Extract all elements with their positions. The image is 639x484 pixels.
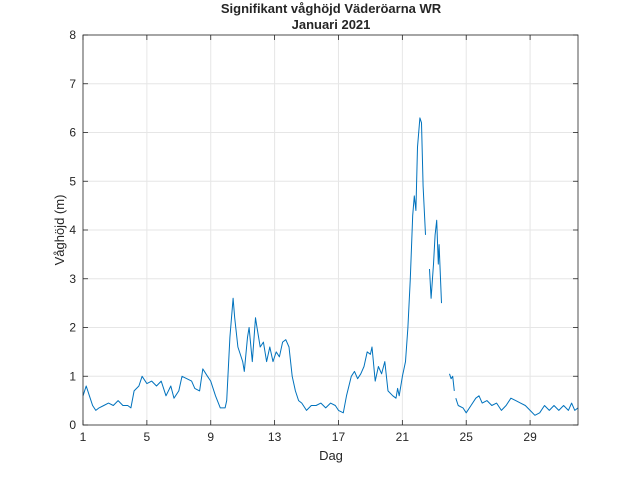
chart-title: Signifikant våghöjd Väderöarna WR [221,1,442,16]
y-axis-label: Våghöjd (m) [52,195,67,266]
y-tick-label: 6 [69,126,76,140]
x-tick-label: 5 [144,430,151,444]
y-tick-label: 5 [69,174,76,188]
y-tick-label: 7 [69,77,76,91]
x-axis-label: Dag [319,448,343,463]
x-tick-label: 13 [268,430,282,444]
x-tick-label: 1 [80,430,87,444]
x-tick-label: 21 [396,430,410,444]
y-tick-label: 1 [69,369,76,383]
x-tick-label: 25 [460,430,474,444]
wave-height-line-segment [429,219,442,304]
y-tick-label: 4 [69,223,76,237]
y-tick-label: 0 [69,418,76,432]
y-tick-label: 8 [69,28,76,42]
y-tick-label: 2 [69,321,76,335]
y-tick-label: 3 [69,272,76,286]
grid [82,34,578,426]
x-tick-label: 17 [332,430,346,444]
wave-height-line-segment [449,373,455,391]
series-lines [82,117,579,416]
chart-subtitle: Januari 2021 [292,17,371,32]
x-tick-label: 29 [523,430,537,444]
wave-height-line-segment [455,395,579,416]
wave-height-line-segment [82,117,426,414]
x-tick-label: 9 [207,430,214,444]
